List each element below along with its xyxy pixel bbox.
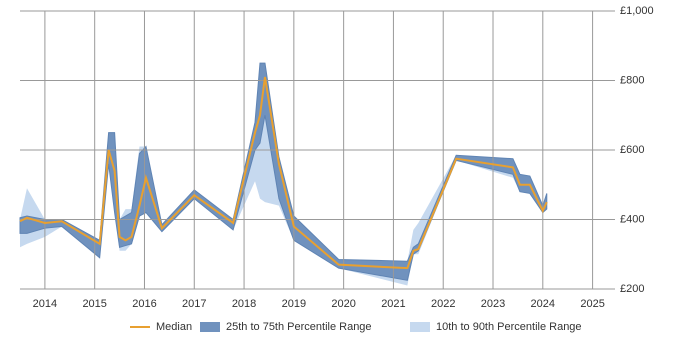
y-tick-label: £400 [620,213,644,225]
x-tick-label: 2024 [531,298,555,310]
y-tick-label: £200 [620,283,644,295]
median-line [19,76,548,270]
legend-swatch [410,322,430,332]
x-tick-label: 2022 [431,298,455,310]
x-tick-label: 2020 [331,298,355,310]
x-tick-label: 2014 [33,298,57,310]
legend-label: 25th to 75th Percentile Range [226,321,372,333]
range-band [20,63,547,286]
y-tick-label: £800 [620,74,644,86]
x-tick-label: 2019 [282,298,306,310]
x-tick-label: 2018 [232,298,256,310]
x-tick-label: 2016 [132,298,156,310]
legend-swatch [200,322,220,332]
y-tick-label: £1,000 [620,5,654,17]
y-tick-label: £600 [620,144,644,156]
legend-label: 10th to 90th Percentile Range [436,321,582,333]
x-tick-label: 2021 [381,298,405,310]
x-tick-label: 2017 [182,298,206,310]
range-band [19,62,548,281]
x-tick-label: 2025 [580,298,604,310]
x-tick-label: 2015 [82,298,106,310]
x-tick-label: 2023 [481,298,505,310]
legend-label: Median [156,321,192,333]
